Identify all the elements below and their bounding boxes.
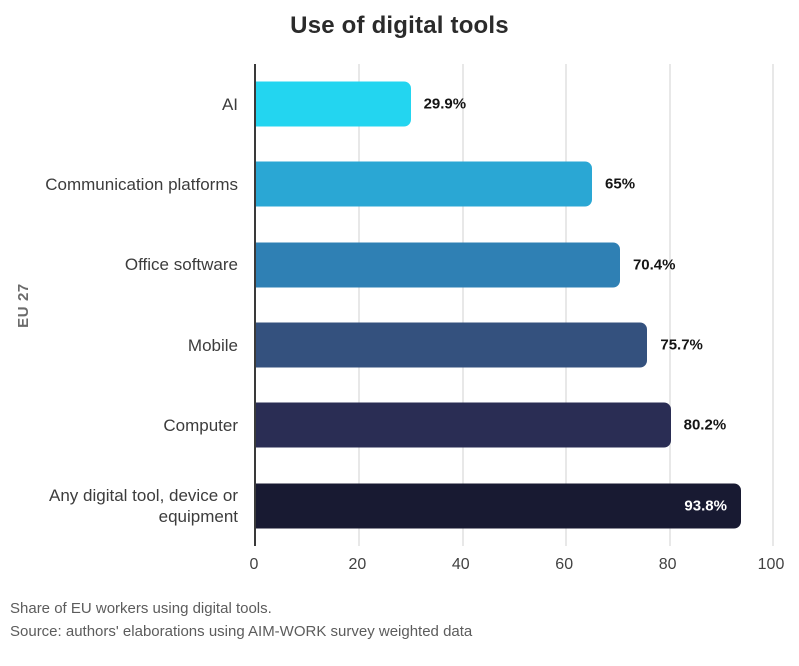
bar-rows-layer: 29.9% 65% 70.4% 75.7% 80.2% 93.8% bbox=[256, 64, 773, 546]
gridline-100 bbox=[772, 64, 774, 546]
category-label: Computer bbox=[163, 415, 238, 435]
value-label: 80.2% bbox=[683, 416, 727, 434]
x-tick-label: 40 bbox=[451, 556, 470, 573]
bar-row: 80.2% bbox=[256, 385, 773, 465]
bar-ai bbox=[256, 81, 411, 127]
chart-title: Use of digital tools bbox=[290, 12, 509, 39]
x-axis-ticks: 0 20 40 60 80 100 bbox=[250, 556, 785, 578]
gridline-20 bbox=[358, 64, 361, 546]
value-label: 65% bbox=[605, 175, 636, 193]
category-label: AI bbox=[221, 94, 238, 114]
value-label: 70.4% bbox=[632, 256, 676, 274]
bar-row: 65% bbox=[256, 144, 773, 224]
bar-mobile bbox=[256, 322, 648, 368]
x-tick-label: 100 bbox=[757, 556, 785, 573]
category-label: Communication platforms bbox=[45, 174, 238, 194]
bar-row: 93.8% bbox=[256, 466, 773, 546]
footer-source: Source: authors' elaborations using AIM-… bbox=[10, 622, 473, 640]
gridline-40 bbox=[461, 64, 464, 546]
bar-row: 29.9% bbox=[256, 64, 773, 144]
plot-area: 29.9% 65% 70.4% 75.7% 80.2% 93.8% bbox=[254, 64, 774, 546]
bar-computer bbox=[256, 402, 671, 448]
value-label: 29.9% bbox=[423, 95, 467, 113]
category-label: Mobile bbox=[187, 335, 238, 355]
bar-any-digital-tool-device-or-equipment bbox=[256, 483, 741, 529]
x-tick-label: 60 bbox=[555, 556, 574, 573]
bar-row: 75.7% bbox=[256, 305, 773, 385]
chart-footer: Share of EU workers using digital tools.… bbox=[10, 598, 472, 643]
x-tick-label: 80 bbox=[658, 556, 677, 573]
category-label: Office software bbox=[124, 255, 238, 275]
gridline-80 bbox=[668, 64, 671, 546]
bar-office-software bbox=[256, 242, 620, 288]
gridline-60 bbox=[565, 64, 568, 546]
category-labels-column: AI Communication platforms Office software… bbox=[0, 64, 238, 546]
footer-caption: Share of EU workers using digital tools. bbox=[10, 600, 272, 617]
bar-row: 70.4% bbox=[256, 225, 773, 305]
x-tick-label: 0 bbox=[249, 556, 259, 573]
bar-communication-platforms bbox=[256, 161, 593, 207]
value-label: 93.8% bbox=[684, 497, 727, 515]
category-label: Any digital tool, device or equipment bbox=[49, 485, 238, 526]
x-tick-label: 20 bbox=[348, 556, 367, 573]
value-label: 75.7% bbox=[660, 336, 703, 354]
